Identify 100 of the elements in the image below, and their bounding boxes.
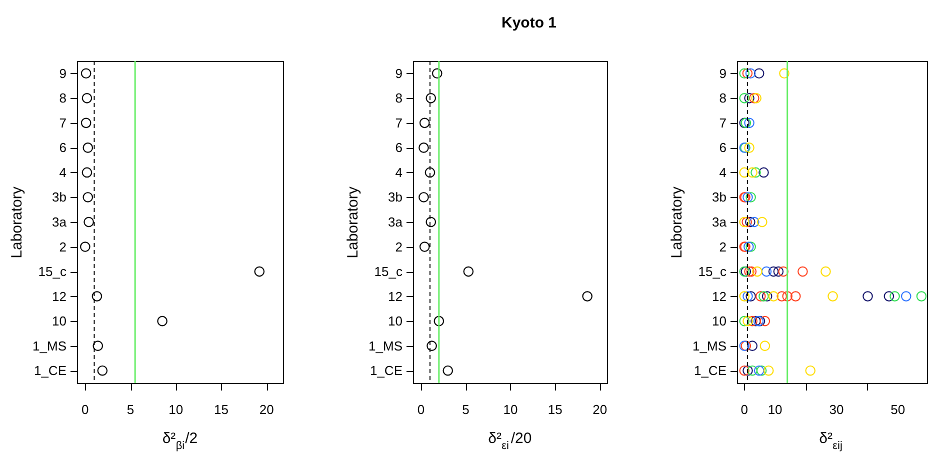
point (768, 266, 779, 277)
point (884, 291, 894, 302)
point (747, 340, 758, 351)
point (750, 316, 761, 326)
x-tick-label: 10 (168, 402, 184, 417)
point (805, 365, 816, 376)
y-tick-label: 6 (395, 140, 402, 156)
point (739, 291, 750, 302)
y-tick-label: 9 (395, 66, 402, 81)
point (760, 316, 770, 326)
point (762, 291, 772, 302)
point (157, 316, 168, 326)
point (828, 291, 838, 302)
point (782, 291, 792, 302)
point (418, 142, 429, 153)
point (426, 216, 436, 228)
y-tick-label: 2 (719, 239, 726, 254)
point (82, 192, 94, 202)
y-tick-label: 8 (719, 90, 726, 106)
y-tick-label: 3a (712, 214, 728, 230)
point (742, 216, 752, 228)
point (742, 316, 753, 326)
y-tick-label: 3a (388, 214, 404, 230)
point (80, 68, 92, 79)
y-tick-label: 8 (395, 90, 402, 106)
point (745, 68, 756, 79)
point (862, 291, 873, 302)
y-tick-label: 9 (719, 66, 726, 81)
y-axis-title: Laboratory (668, 186, 686, 258)
point (432, 68, 442, 79)
point (756, 365, 767, 376)
point (758, 167, 769, 178)
point (739, 216, 750, 228)
y-tick-label: 1_CE (370, 363, 403, 378)
x-tick-label: 10 (503, 402, 518, 417)
point (747, 316, 758, 326)
point (97, 365, 108, 376)
point (754, 365, 764, 376)
x-tick-label: 20 (592, 402, 608, 417)
point (80, 118, 92, 128)
point (750, 167, 761, 178)
y-tick-label: 3b (712, 190, 726, 205)
point (746, 291, 756, 302)
point (419, 242, 430, 252)
point (757, 216, 768, 228)
x-tick-label: 20 (259, 402, 274, 417)
point (739, 93, 750, 104)
x-tick-label: 5 (126, 402, 134, 417)
point (768, 291, 779, 302)
y-tick-label: 6 (719, 140, 726, 156)
y-tick-label: 12 (52, 288, 66, 304)
y-tick-label: 9 (59, 66, 66, 81)
y-tick-label: 2 (59, 239, 66, 254)
y-tick-label: 2 (395, 239, 402, 254)
point (742, 192, 753, 202)
point (424, 167, 436, 178)
y-axis-title: Laboratory (8, 186, 26, 258)
point (747, 365, 758, 376)
point (773, 266, 784, 277)
y-tick-label: 12 (388, 288, 402, 304)
point (426, 93, 436, 104)
x-tick-label: 15 (214, 402, 229, 417)
point (747, 167, 758, 178)
y-tick-label: 1_MS (692, 338, 727, 354)
point (744, 118, 754, 128)
y-tick-label: 4 (59, 164, 66, 180)
y-tick-label: 1_CE (694, 363, 727, 378)
y-tick-label: 4 (719, 164, 726, 180)
y-tick-label: 3b (52, 190, 66, 205)
point (254, 266, 265, 277)
point (742, 291, 753, 302)
point (463, 266, 474, 277)
point (739, 365, 750, 376)
point (739, 316, 750, 326)
point (82, 93, 92, 104)
point (758, 291, 769, 302)
y-tick-label: 15_c (374, 264, 403, 280)
point (776, 291, 787, 302)
x-tick-label: 5 (462, 402, 470, 417)
point (900, 291, 912, 302)
y-tick-label: 1_CE (34, 363, 67, 378)
y-tick-label: 3b (388, 190, 402, 205)
point (778, 266, 789, 277)
point (763, 365, 774, 376)
point (755, 291, 766, 302)
y-tick-label: 7 (719, 115, 726, 130)
y-tick-label: 6 (59, 140, 66, 156)
x-tick-label: 50 (890, 402, 906, 417)
point (84, 216, 94, 228)
y-tick-label: 10 (712, 314, 726, 329)
point (426, 340, 437, 351)
point (82, 167, 92, 178)
point (779, 68, 790, 79)
point (419, 118, 430, 128)
point (434, 316, 444, 326)
y-tick-label: 12 (712, 288, 726, 304)
x-tick-label: 0 (82, 402, 89, 417)
point (582, 291, 592, 302)
point (92, 340, 104, 351)
point (418, 192, 429, 202)
